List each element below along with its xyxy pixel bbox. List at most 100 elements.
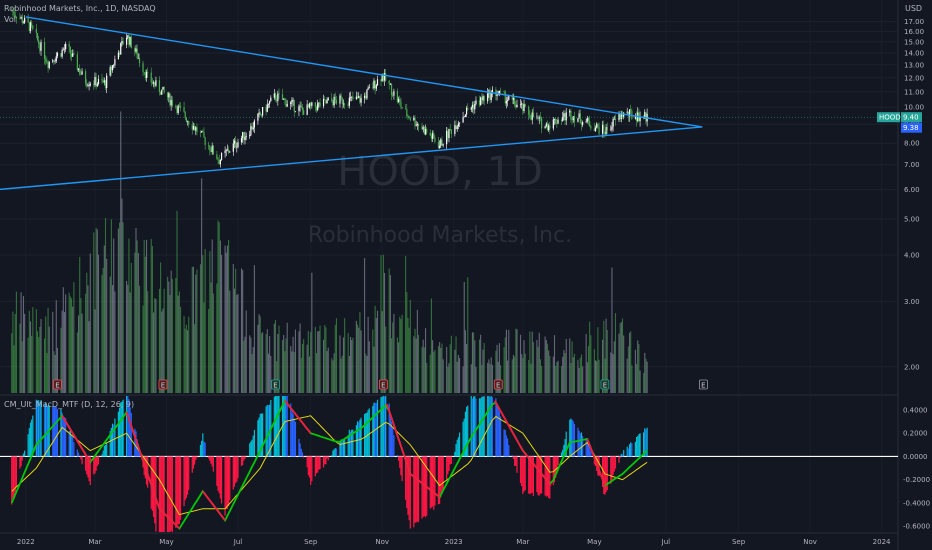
volume-bar	[242, 270, 244, 393]
grid-layer	[0, 0, 899, 550]
macd-histogram-bar	[266, 404, 268, 457]
candle-body	[298, 106, 300, 112]
volume-bar	[185, 324, 187, 393]
macd-histogram-bar	[326, 456, 328, 459]
candle-body	[310, 103, 312, 106]
macd-histogram-bar	[358, 422, 360, 457]
candle-body	[84, 71, 87, 84]
trendline-layer[interactable]	[0, 16, 703, 191]
macd-histogram-bar	[39, 402, 41, 457]
volume-bar	[355, 320, 357, 393]
candle-body	[93, 83, 95, 85]
volume-bar	[276, 361, 278, 393]
volume-bar	[587, 345, 590, 393]
macd-histogram-bar	[77, 452, 80, 457]
candle-body	[209, 145, 211, 151]
volume-bar	[340, 358, 342, 393]
candle-body	[72, 53, 74, 57]
candle-body	[491, 89, 493, 93]
candle-body	[278, 93, 280, 95]
candle-body	[396, 91, 399, 102]
volume-bar	[360, 330, 362, 393]
volume-bar	[14, 313, 16, 393]
macd-histogram-bar	[290, 403, 292, 457]
macd-histogram-bar	[507, 438, 509, 457]
volume-bar	[631, 365, 633, 393]
macd-histogram-bar	[29, 422, 32, 457]
time-tick-label: Nov	[375, 538, 389, 546]
macd-histogram-bar	[217, 456, 219, 491]
macd-histogram-bar	[458, 432, 461, 457]
volume-bar	[257, 324, 259, 393]
macd-histogram-bar	[21, 456, 23, 461]
macd-histogram-bar	[194, 456, 196, 465]
candle-body	[217, 159, 219, 161]
macd-histogram-bar	[306, 456, 308, 468]
macd-histogram-bar	[539, 456, 542, 494]
volume-bar	[358, 327, 360, 393]
candle-body	[381, 74, 383, 82]
macd-histogram-bar	[292, 413, 294, 457]
macd-histogram-bar	[498, 411, 501, 457]
price-tick-label: 15.00	[904, 38, 924, 46]
candle-body	[421, 126, 423, 130]
candle-body	[243, 132, 245, 141]
macd-histogram-bar	[349, 431, 352, 457]
indicator-label[interactable]: CM_Ult_MacD_MTF (D, 12, 26, 9)	[4, 400, 135, 409]
volume-bar	[307, 330, 309, 393]
candle-body	[372, 87, 374, 89]
macd-histogram-bar	[211, 456, 213, 467]
macd-histogram-bar	[519, 456, 522, 484]
price-tick-label: 2.00	[904, 363, 920, 371]
volume-bar	[500, 365, 502, 393]
volume-bar	[237, 294, 239, 393]
volume-bar	[621, 318, 624, 393]
price-tick-label: 12.00	[904, 74, 924, 82]
macd-histogram-bar	[339, 441, 341, 457]
macd-histogram-bar	[110, 427, 112, 457]
candle-body	[508, 96, 510, 100]
candle-body	[437, 141, 440, 149]
candle-body	[407, 116, 409, 117]
macd-histogram-bar	[611, 456, 613, 480]
volume-bar	[423, 347, 425, 393]
macd-histogram-bar	[69, 430, 71, 457]
candle-body	[175, 105, 177, 108]
macd-histogram-bar	[73, 442, 75, 457]
volume-bar	[421, 347, 423, 393]
earnings-marker-bg	[493, 379, 503, 390]
candle-body	[79, 68, 81, 75]
earnings-marker-bg	[698, 379, 708, 390]
volume-bar	[216, 283, 218, 393]
candle-body	[519, 104, 522, 106]
candle-body	[202, 130, 204, 133]
candle-body	[355, 96, 357, 100]
candle-body	[147, 71, 149, 73]
earnings-marker: E	[381, 382, 385, 390]
volume-bar	[153, 312, 155, 393]
candle-body	[145, 71, 148, 78]
volume-bar	[368, 341, 370, 393]
candle-body	[529, 114, 531, 118]
candle-body	[27, 17, 29, 23]
candle-body	[594, 127, 597, 131]
macd-histogram-bar	[348, 429, 350, 457]
macd-histogram-bar	[106, 442, 108, 457]
macd-histogram-bar	[233, 456, 236, 487]
volume-bar	[269, 335, 271, 393]
volume-bar	[433, 351, 435, 393]
candle-body	[430, 135, 433, 139]
macd-histogram-bar	[45, 402, 47, 457]
candle-body	[524, 104, 526, 107]
macd-histogram-bar	[512, 456, 515, 460]
candle-body	[431, 133, 434, 139]
candle-body	[496, 94, 498, 96]
volume-bar	[134, 252, 136, 393]
candle-body	[424, 128, 427, 135]
volume-bar	[294, 329, 296, 393]
candle-body	[347, 104, 349, 106]
volume-bar	[251, 354, 253, 393]
candle-body	[245, 136, 247, 138]
volume-bar	[531, 331, 533, 393]
